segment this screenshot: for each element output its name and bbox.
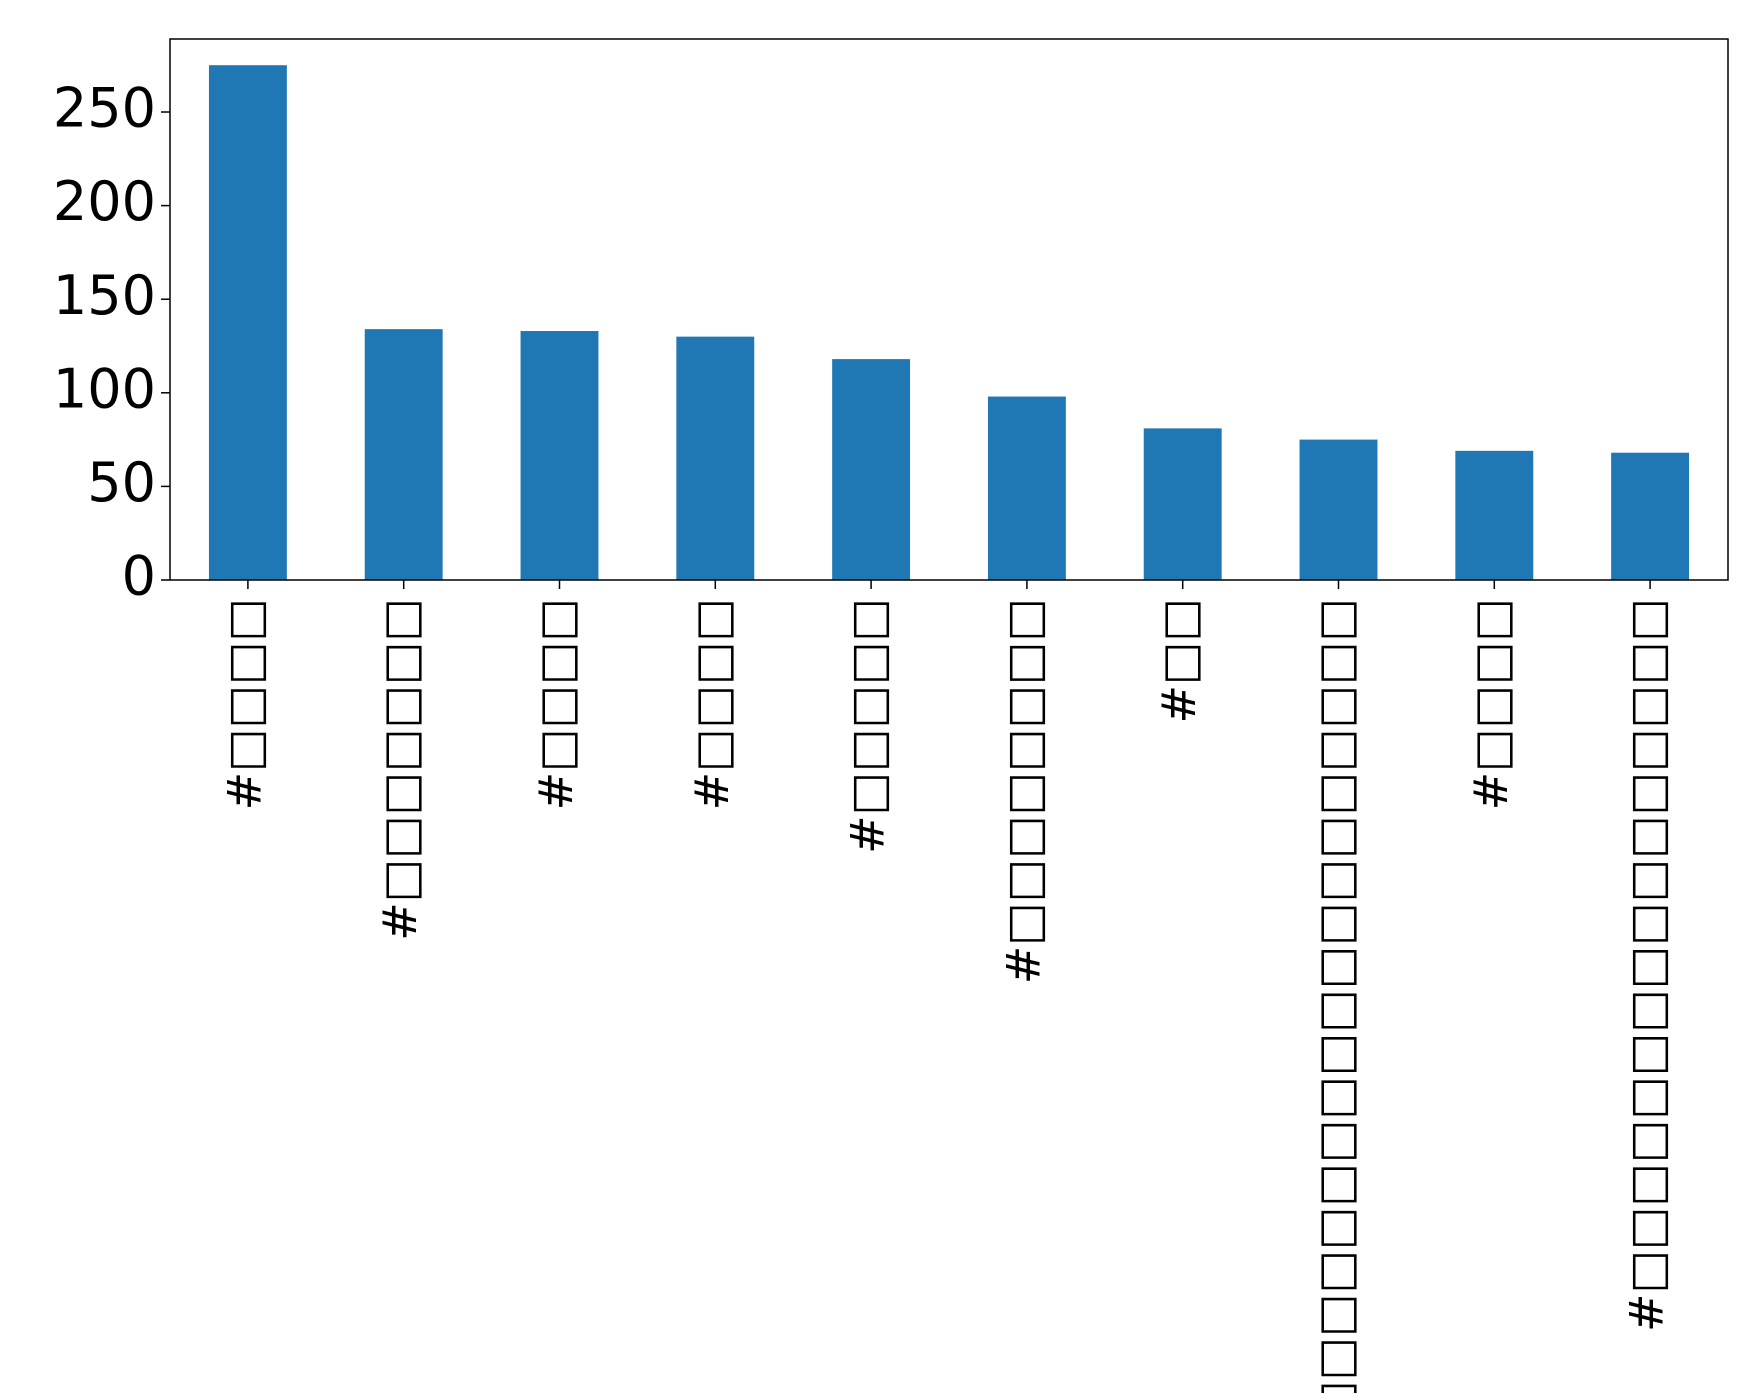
bar (1299, 439, 1378, 580)
x-tick-label: #□□□□ (1464, 598, 1518, 810)
x-tick-label: #□□□□ (217, 598, 271, 810)
y-tick-label: 50 (87, 451, 156, 514)
x-tick-label: #□□□□□□□□□□□□□□□□□□□ (1308, 598, 1362, 1393)
x-tick-label: #□□□□□□□ (373, 598, 427, 941)
bar (987, 396, 1066, 580)
x-tick-label: #□□□□□□□□ (996, 598, 1050, 984)
x-tick-label: #□□□□ (685, 598, 739, 810)
x-tick-label: #□□□□□□□□□□□□□□□□ (1620, 598, 1674, 1332)
y-tick-label: 100 (53, 357, 156, 420)
plot-frame (169, 38, 1729, 581)
bar (208, 65, 287, 580)
bar (364, 329, 443, 580)
y-tick-label: 200 (53, 170, 156, 233)
y-tick-label: 0 (122, 545, 156, 608)
x-tick-label: #□□□□ (529, 598, 583, 810)
bar (1455, 450, 1534, 580)
bar (832, 359, 911, 580)
y-tick-label: 150 (53, 264, 156, 327)
bar (520, 331, 599, 580)
y-tick-label: 250 (53, 77, 156, 140)
x-tick-label: #□□□□□ (841, 598, 895, 854)
bar (1143, 428, 1222, 580)
bar (1611, 452, 1690, 580)
bar (676, 336, 755, 580)
x-tick-label: #□□ (1152, 598, 1206, 723)
